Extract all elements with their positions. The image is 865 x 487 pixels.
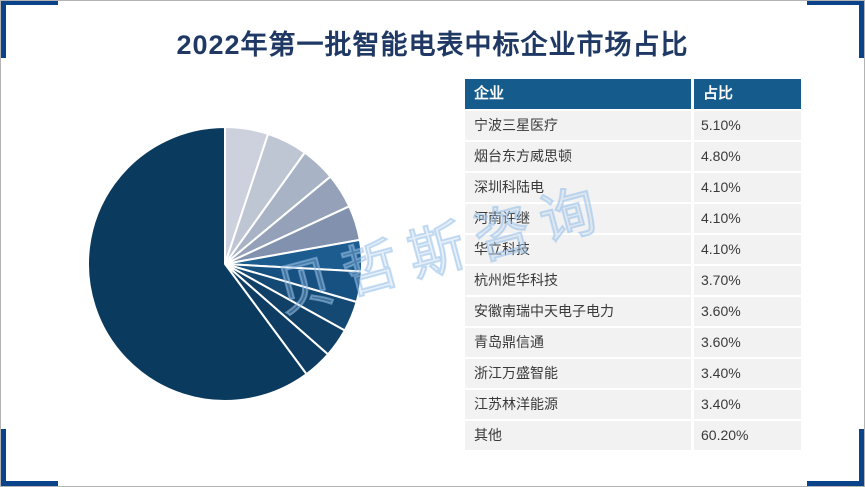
- corner-bracket-bottom-right: [807, 429, 864, 486]
- company-cell: 江苏林洋能源: [465, 390, 691, 419]
- table-header-share: 占比: [694, 79, 801, 109]
- share-cell: 5.10%: [694, 111, 801, 140]
- share-cell: 3.70%: [694, 266, 801, 295]
- corner-bracket-top-right: [807, 1, 864, 58]
- share-cell: 4.10%: [694, 235, 801, 264]
- pie-slice-其他: [87, 126, 308, 402]
- share-cell: 3.60%: [694, 297, 801, 326]
- company-cell: 杭州炬华科技: [465, 266, 691, 295]
- share-cell: 4.10%: [694, 173, 801, 202]
- company-cell: 宁波三星医疗: [465, 111, 691, 140]
- page-title: 2022年第一批智能电表中标企业市场占比: [176, 30, 689, 60]
- share-cell: 4.10%: [694, 204, 801, 233]
- corner-bracket-bottom-left: [1, 429, 58, 486]
- share-cell: 3.40%: [694, 359, 801, 388]
- share-cell: 60.20%: [694, 421, 801, 450]
- pie-chart-svg: [87, 126, 363, 402]
- company-cell: 华立科技: [465, 235, 691, 264]
- corner-bracket-top-left: [1, 1, 58, 58]
- company-cell: 青岛鼎信通: [465, 328, 691, 357]
- company-cell: 安徽南瑞中天电子电力: [465, 297, 691, 326]
- share-cell: 4.80%: [694, 142, 801, 171]
- company-cell: 烟台东方威思顿: [465, 142, 691, 171]
- table-header-company: 企业: [465, 79, 691, 109]
- company-cell: 深圳科陆电: [465, 173, 691, 202]
- share-cell: 3.40%: [694, 390, 801, 419]
- company-cell: 其他: [465, 421, 691, 450]
- share-cell: 3.60%: [694, 328, 801, 357]
- company-cell: 浙江万盛智能: [465, 359, 691, 388]
- pie-chart: [75, 114, 375, 414]
- company-cell: 河南许继: [465, 204, 691, 233]
- market-share-table: 企业 占比 宁波三星医疗 5.10% 烟台东方威思顿 4.80% 深圳科陆电 4.10% 河南许…: [465, 79, 801, 450]
